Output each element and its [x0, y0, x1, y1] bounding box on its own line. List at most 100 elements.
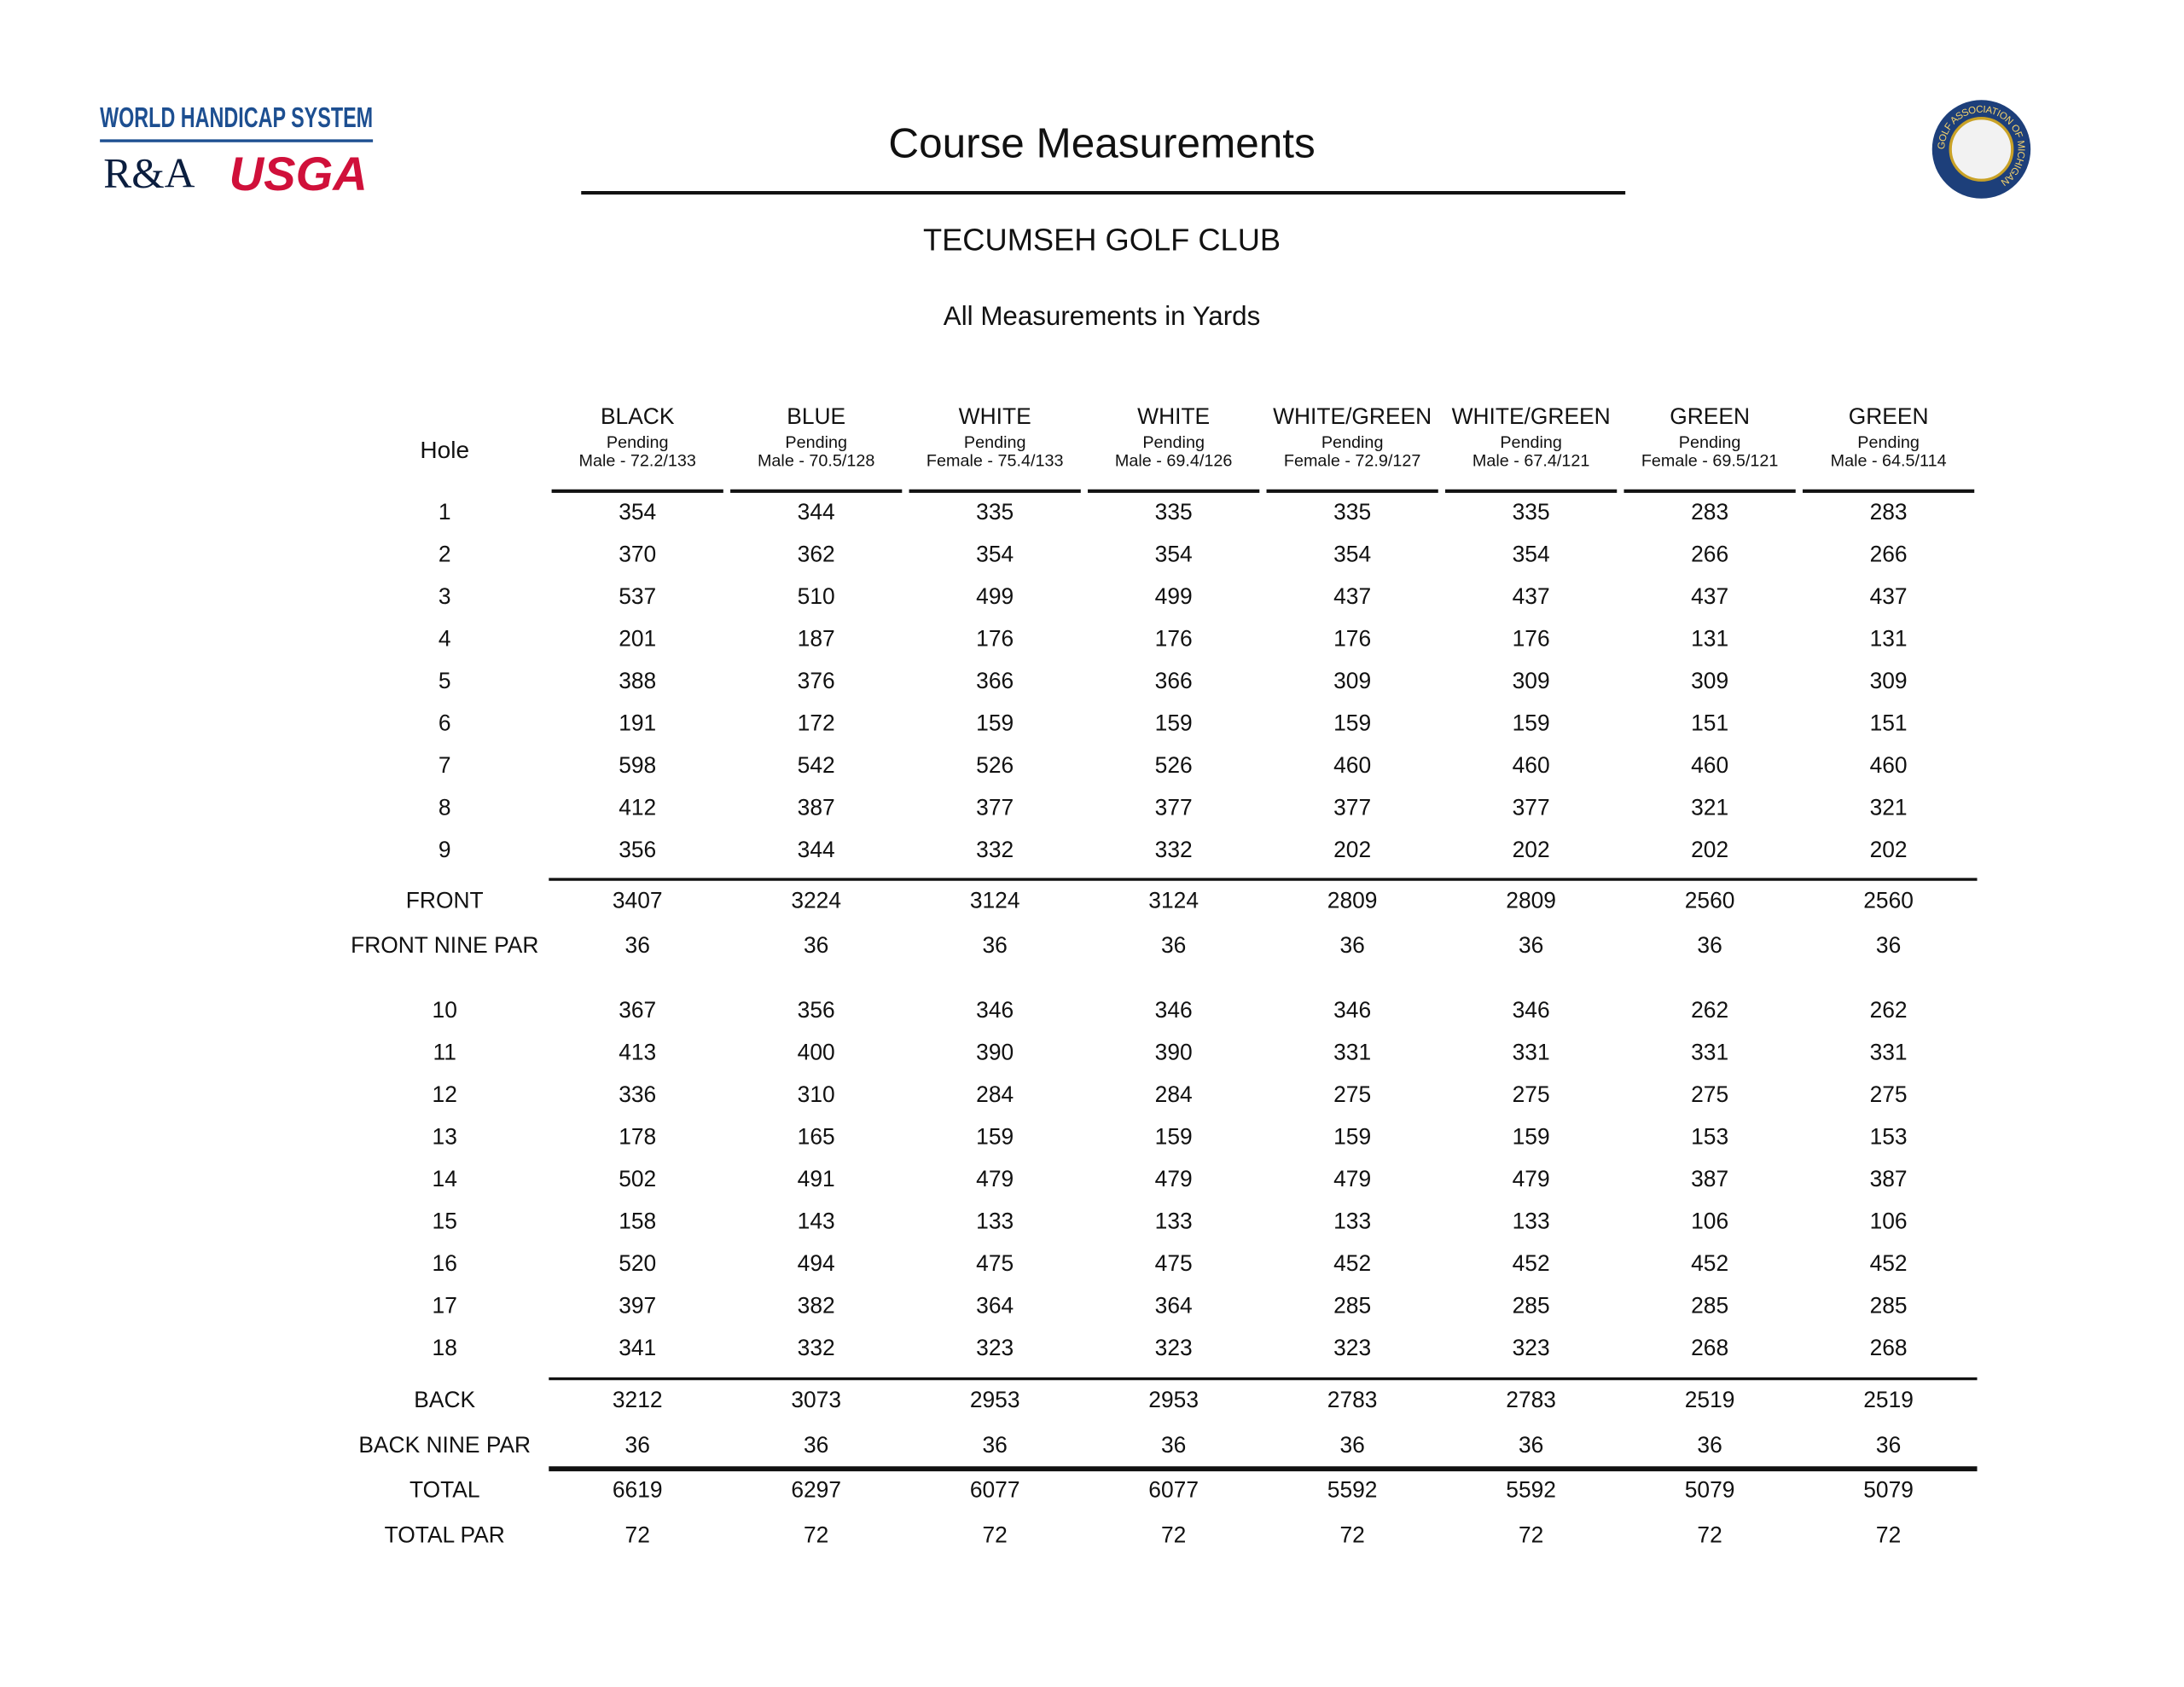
cell: 36	[1161, 932, 1186, 958]
tee-name: GREEN	[1670, 403, 1750, 429]
cell: 460	[1513, 752, 1550, 778]
cell: 323	[1333, 1335, 1371, 1360]
tee-name: BLACK	[601, 403, 675, 429]
cell: 266	[1691, 542, 1728, 567]
cell: 323	[976, 1335, 1014, 1360]
cell: 376	[798, 668, 835, 693]
cell: 176	[1513, 626, 1550, 652]
cell: 153	[1691, 1124, 1728, 1150]
cell: 2560	[1863, 887, 1914, 913]
cell: 2809	[1327, 887, 1378, 913]
cell: 321	[1691, 795, 1728, 820]
cell: 36	[1519, 1432, 1543, 1458]
cell: 452	[1870, 1250, 1908, 1276]
cell: 133	[1513, 1209, 1550, 1234]
cell: 346	[1513, 997, 1550, 1023]
cell: 285	[1333, 1292, 1371, 1318]
cell: 3407	[613, 887, 663, 913]
cell: 165	[798, 1124, 835, 1150]
cell: 72	[983, 1522, 1008, 1547]
cell: 2560	[1685, 887, 1735, 913]
cell: 502	[619, 1166, 656, 1191]
tee-name: WHITE/GREEN	[1452, 403, 1611, 429]
tee-status: Pending	[1142, 433, 1205, 452]
tee-rating: Male - 72.2/133	[578, 451, 695, 470]
cell: 526	[1155, 752, 1193, 778]
subtitle: All Measurements in Yards	[944, 301, 1260, 331]
seal-inner	[1949, 117, 2014, 182]
cell: 346	[976, 997, 1014, 1023]
tee-name: GREEN	[1849, 403, 1929, 429]
cell: 323	[1513, 1335, 1550, 1360]
cell: 159	[976, 1124, 1014, 1150]
cell: 341	[619, 1335, 656, 1360]
cell: 2809	[1506, 887, 1556, 913]
cell: 331	[1870, 1040, 1908, 1065]
cell: 367	[619, 997, 656, 1023]
tee-name: WHITE	[959, 403, 1031, 429]
cell: 159	[976, 710, 1014, 736]
cell: 72	[804, 1522, 828, 1547]
cell: 36	[804, 932, 828, 958]
cell: 491	[798, 1166, 835, 1191]
logo-usga: USGA	[229, 147, 368, 200]
cell: 5079	[1685, 1477, 1735, 1503]
cell: 323	[1155, 1335, 1193, 1360]
cell: 475	[976, 1250, 1014, 1276]
cell: 331	[1513, 1040, 1550, 1065]
cell: 356	[619, 837, 656, 862]
cell: 377	[976, 795, 1014, 820]
cell: 133	[1333, 1209, 1371, 1234]
cell: 36	[1161, 1432, 1186, 1458]
cell: 387	[1870, 1166, 1908, 1191]
cell: 335	[976, 499, 1014, 525]
row-label: 4	[439, 626, 451, 652]
cell: 275	[1870, 1081, 1908, 1107]
cell: 310	[798, 1081, 835, 1107]
cell: 36	[983, 932, 1008, 958]
cell: 36	[1519, 932, 1543, 958]
cell: 366	[1155, 668, 1193, 693]
cell: 366	[976, 668, 1014, 693]
row-label: TOTAL	[410, 1477, 480, 1503]
cell: 72	[1339, 1522, 1364, 1547]
cell: 335	[1513, 499, 1550, 525]
row-label: 17	[433, 1292, 457, 1318]
cell: 354	[976, 542, 1014, 567]
cell: 6619	[613, 1477, 663, 1503]
cell: 460	[1691, 752, 1728, 778]
cell: 3124	[970, 887, 1020, 913]
cell: 262	[1691, 997, 1728, 1023]
cell: 377	[1155, 795, 1193, 820]
cell: 176	[976, 626, 1014, 652]
cell: 159	[1155, 1124, 1193, 1150]
cell: 542	[798, 752, 835, 778]
cell: 354	[619, 499, 656, 525]
cell: 364	[1155, 1292, 1193, 1318]
row-label: 16	[433, 1250, 457, 1276]
cell: 283	[1870, 499, 1908, 525]
cell: 2783	[1506, 1387, 1556, 1412]
cell: 158	[619, 1209, 656, 1234]
cell: 131	[1691, 626, 1728, 652]
tee-rating: Male - 64.5/114	[1831, 451, 1947, 470]
cell: 2519	[1685, 1387, 1735, 1412]
cell: 133	[976, 1209, 1014, 1234]
cell: 526	[976, 752, 1014, 778]
cell: 36	[1339, 932, 1364, 958]
tee-status: Pending	[1679, 433, 1741, 452]
cell: 178	[619, 1124, 656, 1150]
cell: 3224	[791, 887, 841, 913]
row-label: 10	[433, 997, 457, 1023]
cell: 412	[619, 795, 656, 820]
cell: 268	[1870, 1335, 1908, 1360]
cell: 153	[1870, 1124, 1908, 1150]
tee-rating: Female - 75.4/133	[926, 451, 1064, 470]
cell: 356	[798, 997, 835, 1023]
tee-status: Pending	[1321, 433, 1384, 452]
cell: 72	[1519, 1522, 1543, 1547]
cell: 159	[1513, 710, 1550, 736]
cell: 354	[1513, 542, 1550, 567]
cell: 364	[976, 1292, 1014, 1318]
